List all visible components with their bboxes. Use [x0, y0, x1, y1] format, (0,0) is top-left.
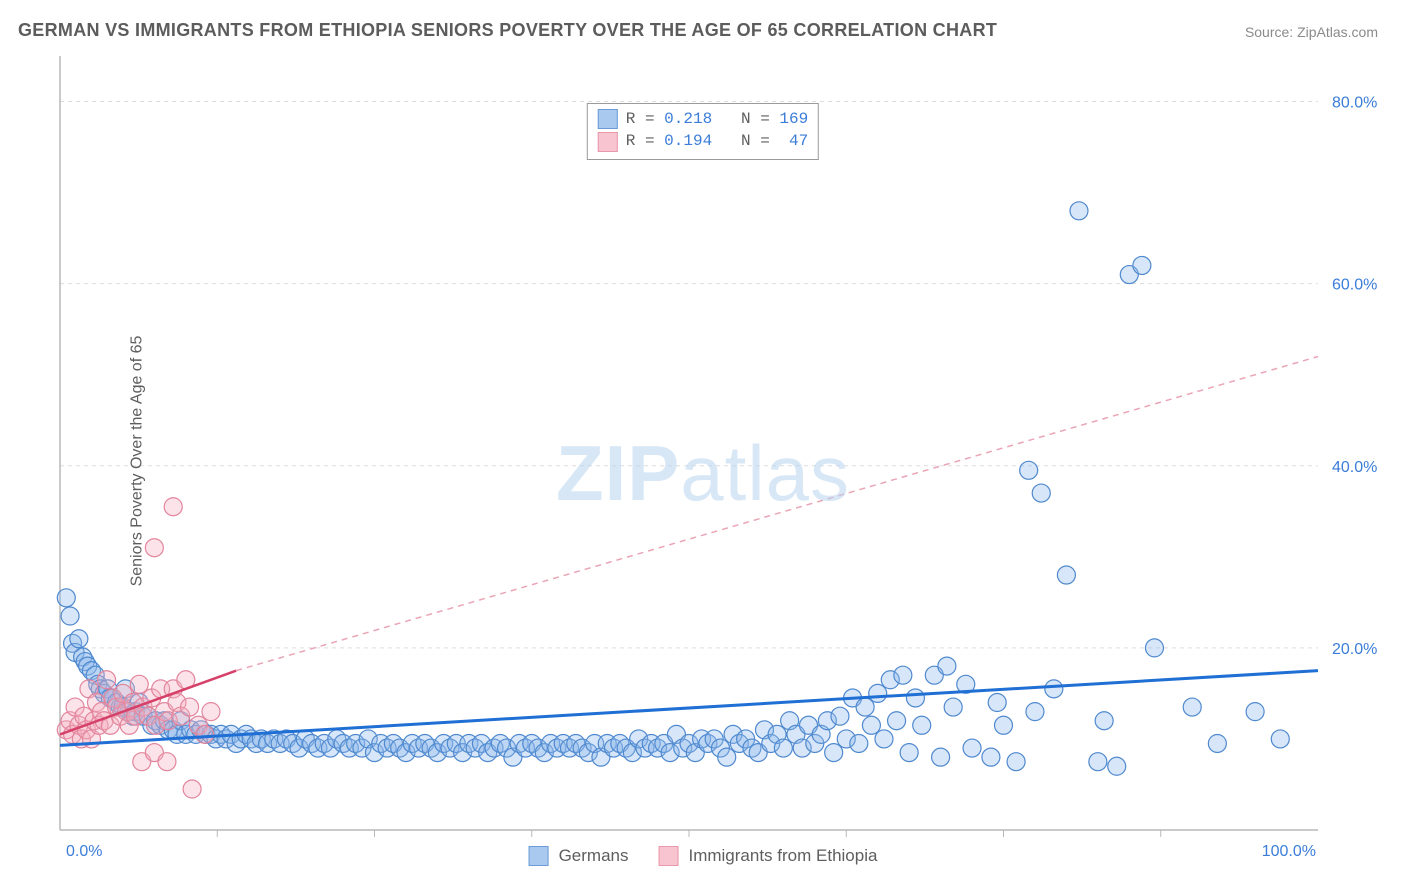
source-attribution: Source: ZipAtlas.com [1245, 24, 1378, 40]
legend-stat-text: R = 0.194 N = 47 [626, 130, 808, 152]
legend-swatch [598, 132, 618, 152]
legend-label: Immigrants from Ethiopia [688, 846, 877, 866]
svg-text:80.0%: 80.0% [1332, 95, 1377, 112]
svg-text:40.0%: 40.0% [1332, 459, 1377, 476]
source-value: ZipAtlas.com [1297, 24, 1378, 40]
scatter-plot-svg: 20.0% 40.0% 60.0% 80.0% 0.0% 100.0% [18, 48, 1388, 874]
svg-text:100.0%: 100.0% [1262, 843, 1316, 860]
y-axis-label: Seniors Poverty Over the Age of 65 [128, 336, 146, 587]
svg-text:20.0%: 20.0% [1332, 641, 1377, 658]
chart-area: Seniors Poverty Over the Age of 65 ZIPat… [18, 48, 1388, 874]
legend-swatch [598, 109, 618, 129]
svg-text:0.0%: 0.0% [66, 843, 102, 860]
legend-label: Germans [559, 846, 629, 866]
correlation-legend: R = 0.218 N = 169R = 0.194 N = 47 [587, 103, 819, 160]
legend-stat-text: R = 0.218 N = 169 [626, 108, 808, 130]
legend-swatch [529, 846, 549, 866]
legend-item: Germans [529, 846, 629, 866]
legend-swatch [658, 846, 678, 866]
chart-title: GERMAN VS IMMIGRANTS FROM ETHIOPIA SENIO… [18, 20, 997, 41]
source-label: Source: [1245, 24, 1293, 40]
legend-stat-row: R = 0.218 N = 169 [598, 108, 808, 130]
svg-text:60.0%: 60.0% [1332, 277, 1377, 294]
legend-stat-row: R = 0.194 N = 47 [598, 130, 808, 152]
series-legend: Germans Immigrants from Ethiopia [529, 846, 878, 866]
legend-item: Immigrants from Ethiopia [658, 846, 877, 866]
